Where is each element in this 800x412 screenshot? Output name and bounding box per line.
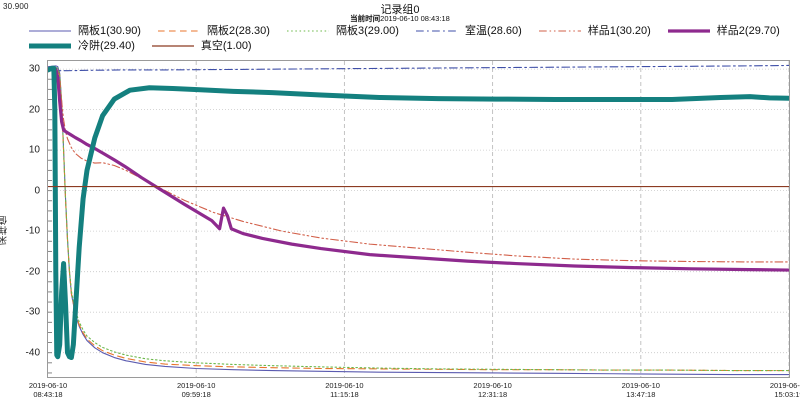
chart-subtitle: 当前时间2019-06-10 08:43:18 xyxy=(0,13,800,24)
x-axis-tick-label: 2019-06-10 08:43:18 xyxy=(3,381,93,399)
legend-label: 室温(28.60) xyxy=(464,24,522,37)
x-axis-tick-date: 2019-06-10 xyxy=(769,381,800,390)
legend-label: 隔板2(28.30) xyxy=(206,24,270,37)
series-line xyxy=(48,64,789,72)
x-axis-tick-date: 2019-06-10 xyxy=(28,381,68,390)
y-axis-tick-label: -40 xyxy=(25,347,40,359)
legend-label: 隔板1(30.90) xyxy=(78,24,141,37)
legend-line-icon xyxy=(28,25,72,37)
y-axis-tick-label: 30 xyxy=(28,63,40,75)
x-axis-tick-date: 2019-06-10 xyxy=(325,381,364,390)
x-axis-tick-label: 2019-06-10 11:15:18 xyxy=(299,381,389,399)
legend-line-icon xyxy=(415,25,459,37)
legend-label: 样品2(29.70) xyxy=(716,24,780,37)
series-line xyxy=(48,68,789,263)
y-axis-tick-label: 20 xyxy=(28,104,40,116)
x-axis-tick-time: 12:31:18 xyxy=(477,390,508,399)
x-axis-tick-time: 09:59:18 xyxy=(181,390,211,399)
legend-label: 样品1(30.20) xyxy=(587,24,651,37)
y-axis-tick-label: -30 xyxy=(25,306,40,318)
plot-canvas xyxy=(48,61,789,377)
x-axis-tick-date: 2019-06-10 xyxy=(473,381,512,390)
x-axis-tick-time: 08:43:18 xyxy=(33,390,63,399)
chart-title: 记录组0 xyxy=(380,4,420,16)
legend-line-icon xyxy=(151,40,195,52)
legend-item[interactable]: 室温(28.60) xyxy=(415,25,522,37)
series-line xyxy=(48,65,789,376)
legend-line-icon xyxy=(286,25,330,37)
legend-item[interactable]: 样品1(30.20) xyxy=(538,25,651,37)
legend-label: 冷阱(29.40) xyxy=(78,39,135,52)
legend-line-icon xyxy=(157,25,201,37)
legend-item[interactable]: 隔板3(29.00) xyxy=(286,25,399,37)
series-line xyxy=(48,67,789,372)
legend-label: 隔板3(29.00) xyxy=(335,24,399,37)
legend-label: 真空(1.00) xyxy=(200,39,252,52)
legend-item[interactable]: 隔板1(30.90) xyxy=(28,25,141,37)
series-line xyxy=(48,66,789,372)
x-axis-tick-time: 15:03:19 xyxy=(774,390,800,399)
legend-item[interactable]: 样品2(29.70) xyxy=(667,25,780,37)
legend-line-icon xyxy=(538,25,582,37)
x-axis-tick-date: 2019-06-10 xyxy=(177,381,216,390)
x-axis-tick-label: 2019-06-10 09:59:18 xyxy=(151,381,241,399)
chart-subtitle-value: 2019-06-10 08:43:18 xyxy=(380,14,450,23)
series-line xyxy=(48,65,789,361)
current-reading-value: 30.900 xyxy=(3,2,29,11)
legend-row: 冷阱(29.40) 真空(1.00) xyxy=(28,38,798,53)
legend-item[interactable]: 冷阱(29.40) xyxy=(28,40,135,52)
legend-item[interactable]: 真空(1.00) xyxy=(151,40,252,52)
legend-row: 隔板1(30.90) 隔板2(28.30) 隔板3(29.00) 室温(28.60) 样… xyxy=(28,23,798,38)
y-axis-tick-label: 10 xyxy=(28,144,40,156)
x-axis-tick-date: 2019-06-10 xyxy=(621,381,660,390)
x-axis-tick-label: 2019-06-1015:03:19 xyxy=(744,381,800,399)
chart-subtitle-label: 当前时间 xyxy=(350,14,381,23)
y-axis-tick-label: -10 xyxy=(25,225,40,237)
x-axis-tick-time: 13:47:18 xyxy=(626,390,656,399)
x-axis-tick-time: 11:15:18 xyxy=(330,390,359,399)
chart-legend: 隔板1(30.90) 隔板2(28.30) 隔板3(29.00) 室温(28.60) 样… xyxy=(28,23,798,53)
legend-line-icon xyxy=(28,40,72,52)
y-axis-tick-label: 0 xyxy=(34,185,40,197)
legend-item[interactable]: 隔板2(28.30) xyxy=(157,25,270,37)
y-axis-tick-label: -20 xyxy=(25,266,40,278)
legend-line-icon xyxy=(667,25,711,37)
plot-area xyxy=(47,60,790,378)
series-line xyxy=(48,67,789,272)
x-axis-tick-label: 2019-06-10 13:47:18 xyxy=(596,381,686,399)
x-axis-tick-label: 2019-06-10 12:31:18 xyxy=(448,381,538,399)
